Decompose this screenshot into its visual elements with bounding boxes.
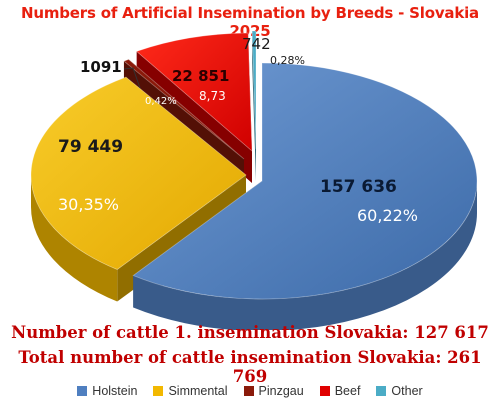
other-value-label: 742 (242, 35, 271, 53)
legend-label: Simmental (168, 384, 228, 398)
legend-label: Pinzgau (258, 384, 304, 398)
pinzgau-leader-line (123, 67, 141, 89)
legend-label: Beef (334, 384, 361, 398)
chart-legend: Holstein Simmental Pinzgau Beef Other (0, 384, 500, 398)
legend-swatch (77, 386, 88, 396)
legend-swatch (376, 386, 387, 396)
legend-item-simmental: Simmental (153, 384, 228, 398)
beef-value-label: 22 851 (172, 67, 229, 85)
pie-chart: 157 636 60,22% 79 449 30,35% 1091 0,42% … (30, 30, 478, 330)
pinzgau-value-label: 1091 (80, 58, 122, 76)
other-percent-label: 0,28% (270, 54, 305, 67)
legend-label: Holstein (92, 384, 138, 398)
holstein-percent-label: 60,22% (357, 206, 418, 225)
first-insemination-count: Number of cattle 1. insemination Slovaki… (11, 323, 489, 342)
simmental-percent-label: 30,35% (58, 195, 119, 214)
legend-swatch (319, 386, 330, 396)
holstein-value-label: 157 636 (320, 177, 397, 197)
legend-swatch (243, 386, 254, 396)
pie-slice-holstein (132, 62, 478, 330)
legend-item-other: Other (376, 384, 423, 398)
legend-item-beef: Beef (319, 384, 361, 398)
legend-item-holstein: Holstein (77, 384, 137, 398)
total-insemination-count: Total number of cattle insemination Slov… (18, 348, 482, 386)
chart-title: Numbers of Artificial Insemination by Br… (21, 4, 479, 40)
beef-percent-label: 8,73 (199, 89, 226, 103)
simmental-value-label: 79 449 (58, 137, 123, 157)
pinzgau-percent-label: 0,42% (145, 96, 177, 107)
legend-item-pinzgau: Pinzgau (243, 384, 304, 398)
legend-label: Other (391, 384, 423, 398)
legend-swatch (153, 386, 164, 396)
pie-slice-other (251, 30, 257, 182)
